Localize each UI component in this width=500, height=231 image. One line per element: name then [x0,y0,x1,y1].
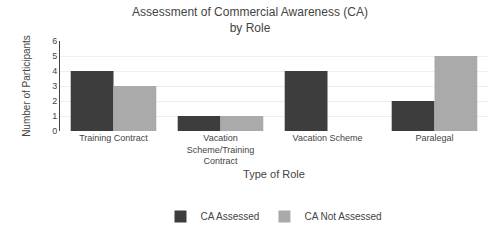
svg-text:Paralegal: Paralegal [415,133,453,143]
svg-text:3: 3 [52,81,57,91]
svg-text:Type of Role: Type of Role [243,168,305,180]
svg-text:Training Contract: Training Contract [79,133,148,143]
svg-text:0: 0 [52,126,57,136]
svg-text:Number of Participants: Number of Participants [21,35,32,137]
svg-text:CA Not Assessed: CA Not Assessed [304,211,381,222]
svg-text:4: 4 [52,66,57,76]
svg-text:VacationScheme/TrainingContrac: VacationScheme/TrainingContract [187,133,255,166]
svg-text:5: 5 [52,51,57,61]
svg-text:1: 1 [52,111,57,121]
svg-text:CA Assessed: CA Assessed [201,211,260,222]
svg-text:Vacation Scheme: Vacation Scheme [293,133,363,143]
svg-text:Assessment of Commercial Aware: Assessment of Commercial Awareness (CA)b… [132,5,368,35]
svg-text:2: 2 [52,96,57,106]
svg-text:6: 6 [52,36,57,46]
